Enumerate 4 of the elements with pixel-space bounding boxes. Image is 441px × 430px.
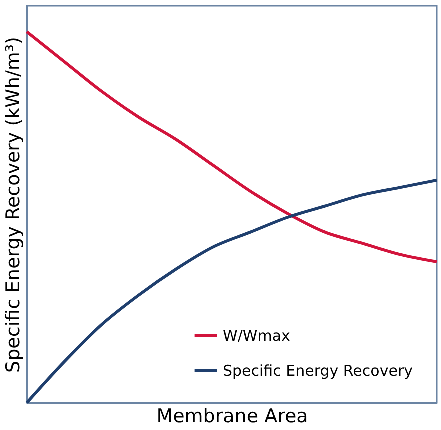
legend-label: W/Wmax [223, 327, 291, 345]
y-axis-title: Specific Energy Recovery (kWh/m³) [2, 37, 24, 373]
x-axis-title: Membrane Area [156, 406, 308, 428]
legend-label: Specific Energy Recovery [223, 362, 414, 380]
